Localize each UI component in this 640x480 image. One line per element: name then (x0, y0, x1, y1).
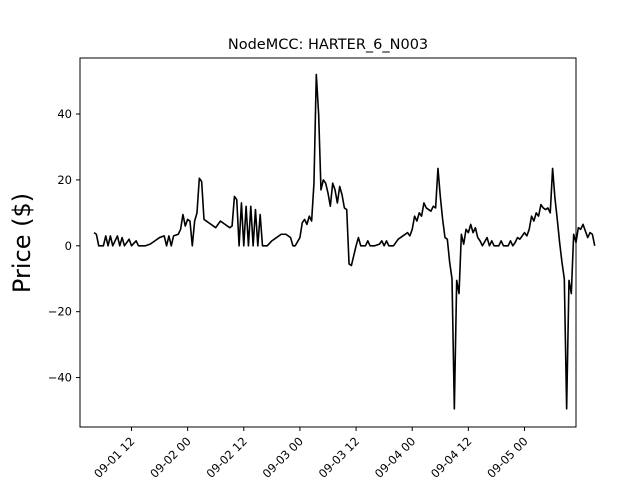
y-tick-label: 20 (57, 173, 72, 187)
line-layer (93, 73, 596, 410)
chart-title: NodeMCC: HARTER_6_N003 (228, 37, 428, 53)
y-tick-label: 0 (65, 239, 72, 253)
y-axis-label: Price ($) (8, 193, 36, 293)
y-axis: −40 −20 0 20 40 (48, 107, 80, 385)
y-tick-label: −40 (48, 371, 72, 385)
y-tick-label: −20 (48, 305, 72, 319)
y-tick-label: 40 (57, 107, 72, 121)
axes-frame (79, 57, 577, 428)
price-series-line (93, 73, 596, 410)
